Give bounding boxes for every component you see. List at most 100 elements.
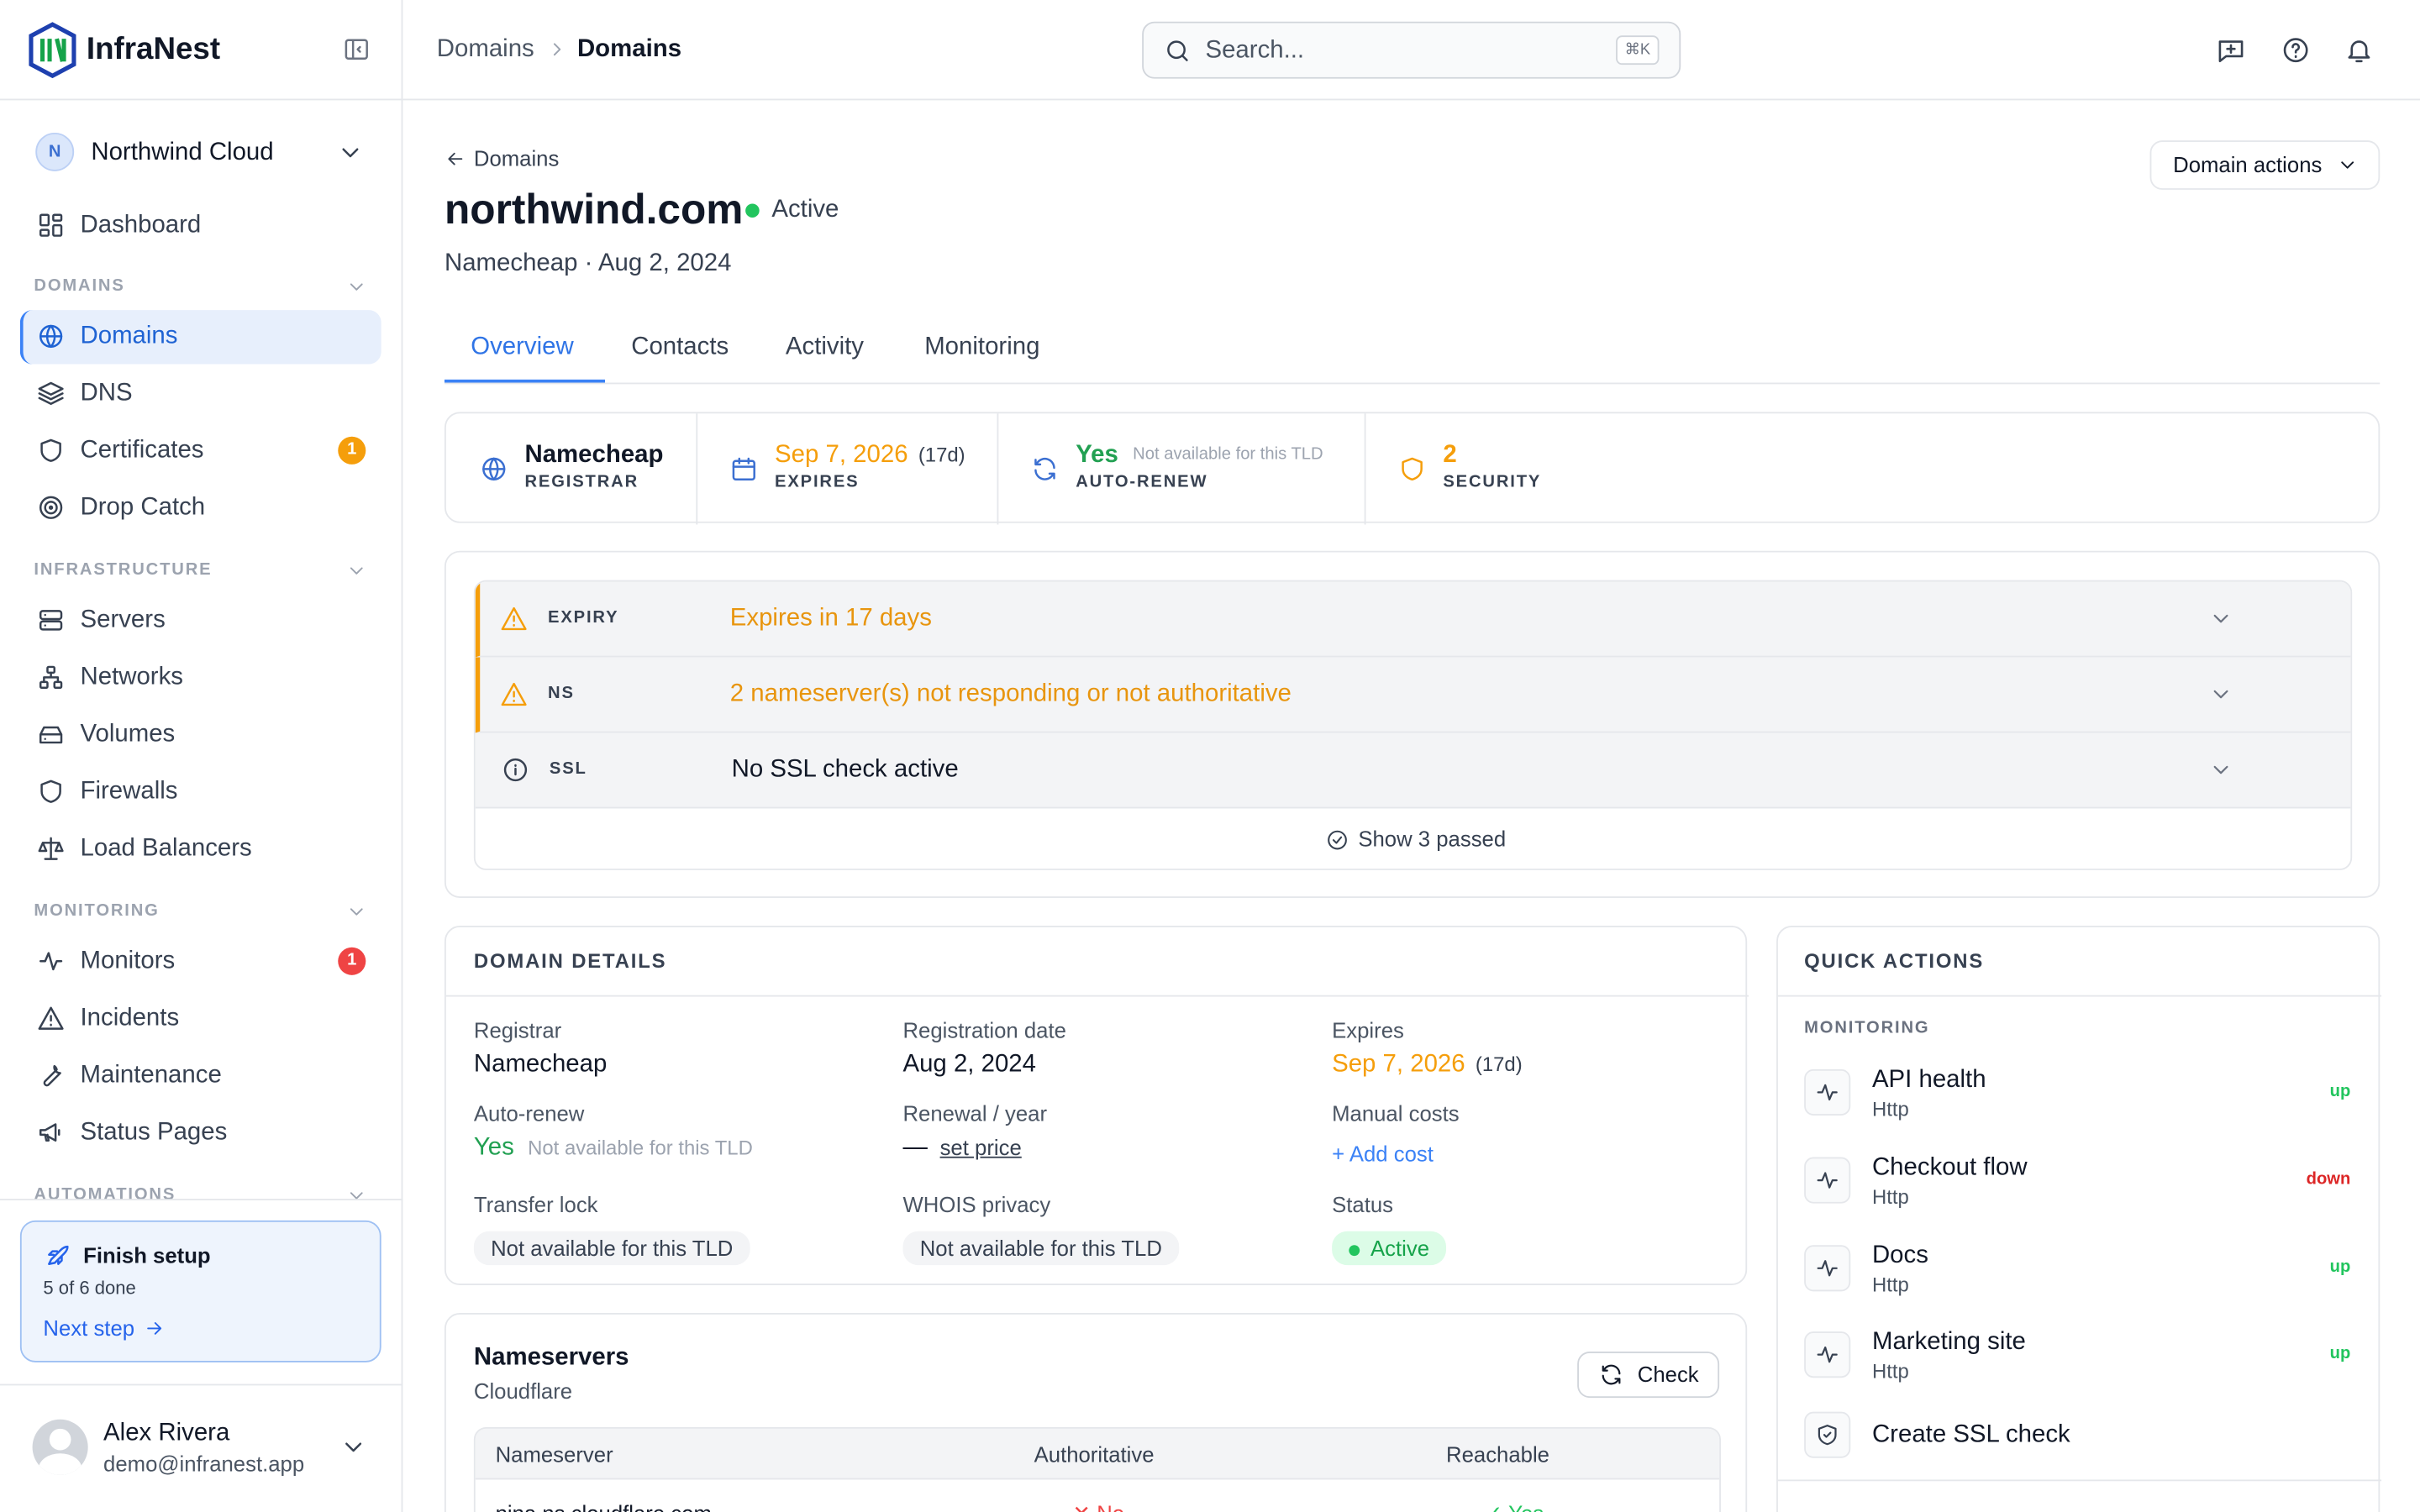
check-row[interactable]: SSL No SSL check active bbox=[475, 732, 2351, 809]
ns-title: Nameservers bbox=[473, 1344, 629, 1371]
nav-item[interactable]: DNS bbox=[80, 380, 133, 407]
icon-stroke bbox=[732, 457, 755, 468]
icon-stroke bbox=[39, 1123, 60, 1142]
icon-stroke bbox=[29, 22, 76, 79]
icon bbox=[732, 457, 755, 481]
icon bbox=[43, 1064, 61, 1087]
icon-stroke bbox=[39, 324, 63, 349]
summary-value: Sep 7, 2026 bbox=[775, 442, 908, 469]
icon bbox=[1034, 457, 1055, 480]
icon-stroke bbox=[1402, 457, 1423, 481]
icon bbox=[2213, 690, 2228, 699]
pill: Not available for this TLD bbox=[902, 1231, 1180, 1266]
monitor-status: up bbox=[2329, 1257, 2351, 1277]
icon bbox=[1818, 1425, 1837, 1446]
check-key: NS bbox=[548, 684, 575, 703]
search-box[interactable]: Search... ⌘K bbox=[1142, 21, 1681, 79]
icon-stroke bbox=[342, 148, 359, 158]
nav-item[interactable]: Incidents bbox=[80, 1005, 180, 1032]
icon bbox=[48, 1245, 69, 1265]
field-value: Sep 7, 2026 bbox=[1332, 1051, 1465, 1078]
icon-stroke bbox=[39, 952, 63, 971]
icon bbox=[345, 39, 368, 60]
nav-item[interactable]: Drop Catch bbox=[80, 494, 206, 521]
ssl-action[interactable]: Create SSL check bbox=[1871, 1421, 2070, 1448]
nav-item[interactable]: Networks bbox=[80, 664, 183, 690]
nav-item[interactable]: Domains bbox=[80, 323, 178, 349]
nav-item[interactable]: Firewalls bbox=[80, 778, 178, 805]
status-dot bbox=[745, 203, 760, 218]
icon bbox=[38, 837, 64, 860]
nav-item[interactable]: Certificates bbox=[80, 437, 204, 464]
ssl-icon bbox=[1804, 1411, 1851, 1458]
field-link[interactable]: set price bbox=[939, 1135, 1022, 1160]
monitor-name[interactable]: Marketing site bbox=[1871, 1329, 2026, 1356]
check-button[interactable]: Check bbox=[1577, 1351, 1720, 1399]
nav-item[interactable]: Volumes bbox=[80, 721, 176, 748]
icon-stroke bbox=[350, 283, 363, 291]
tabs-line bbox=[444, 382, 2381, 385]
monitor-icon bbox=[1804, 1157, 1851, 1204]
breadcrumb-link[interactable]: Domains bbox=[436, 35, 534, 63]
user-email: demo@infranest.app bbox=[103, 1451, 305, 1477]
summary-label: SECURITY bbox=[1443, 472, 1542, 491]
setup-card: Finish setup 5 of 6 done Next step bbox=[19, 1220, 381, 1362]
tab[interactable]: Activity bbox=[785, 333, 864, 360]
ns-provider: Cloudflare bbox=[473, 1378, 573, 1404]
workspace-name[interactable]: Northwind Cloud bbox=[91, 139, 274, 166]
domain-subtitle: Namecheap · Aug 2, 2024 bbox=[444, 250, 732, 277]
icon-stroke bbox=[501, 682, 527, 706]
divider bbox=[0, 1383, 403, 1386]
icon-stroke bbox=[39, 213, 50, 227]
tab[interactable]: Monitoring bbox=[924, 333, 1040, 360]
tab[interactable]: Contacts bbox=[631, 333, 729, 360]
actions-button[interactable]: Domain actions bbox=[2149, 140, 2381, 190]
icon bbox=[501, 682, 527, 706]
icon bbox=[350, 908, 363, 916]
monitor-name[interactable]: API health bbox=[1871, 1066, 1986, 1094]
check-row[interactable]: NS 2 nameserver(s) not responding or not … bbox=[475, 657, 2351, 733]
divider bbox=[1777, 995, 2382, 997]
icon bbox=[1817, 1084, 1838, 1101]
monitor-name[interactable]: Docs bbox=[1871, 1242, 1928, 1269]
icon-stroke bbox=[1817, 1084, 1838, 1101]
actions-label: Domain actions bbox=[2173, 152, 2323, 177]
icon-stroke bbox=[345, 1442, 362, 1452]
icon-stroke bbox=[2213, 614, 2228, 623]
domain-title: northwind.com bbox=[444, 186, 744, 233]
checks-card: EXPIRY Expires in 17 days NS 2 nameserver(s… bbox=[444, 550, 2381, 898]
nav-item[interactable]: Servers bbox=[80, 606, 166, 633]
field-link[interactable]: + Add cost bbox=[1332, 1141, 1434, 1166]
icon bbox=[448, 152, 463, 165]
pill-text: Active bbox=[1370, 1236, 1430, 1261]
icon bbox=[147, 1322, 162, 1335]
summary-divider bbox=[997, 413, 999, 525]
icon-stroke bbox=[38, 1006, 64, 1030]
nav-item[interactable]: Dashboard bbox=[80, 212, 202, 239]
divider bbox=[445, 995, 1749, 997]
nav-item[interactable]: Monitors bbox=[80, 948, 176, 974]
icon-stroke bbox=[48, 505, 54, 510]
check-row[interactable]: EXPIRY Expires in 17 days bbox=[475, 581, 2351, 658]
show-passed[interactable]: Show 3 passed bbox=[476, 808, 2351, 869]
summary-label: EXPIRES bbox=[775, 472, 860, 491]
tab[interactable]: Overview bbox=[471, 333, 574, 360]
setup-link[interactable]: Next step bbox=[43, 1315, 135, 1341]
icon bbox=[2341, 161, 2354, 169]
icon-stroke bbox=[39, 496, 63, 519]
monitor-status: down bbox=[2306, 1169, 2351, 1189]
ns-header-bg bbox=[475, 1428, 1720, 1480]
nav-item[interactable]: Load Balancers bbox=[80, 835, 252, 862]
field-label: WHOIS privacy bbox=[902, 1192, 1051, 1217]
icon-stroke bbox=[38, 837, 64, 860]
check-key: EXPIRY bbox=[548, 608, 619, 627]
field-value: Namecheap bbox=[473, 1051, 608, 1078]
nav-item[interactable]: Status Pages bbox=[80, 1119, 228, 1146]
icon-stroke bbox=[43, 1064, 61, 1087]
check-message: Expires in 17 days bbox=[729, 605, 932, 632]
back-link[interactable]: Domains bbox=[473, 145, 560, 171]
monitor-name[interactable]: Checkout flow bbox=[1871, 1154, 2028, 1181]
icon-stroke bbox=[1167, 40, 1186, 60]
icon-stroke bbox=[39, 726, 63, 744]
nav-item[interactable]: Maintenance bbox=[80, 1062, 222, 1089]
